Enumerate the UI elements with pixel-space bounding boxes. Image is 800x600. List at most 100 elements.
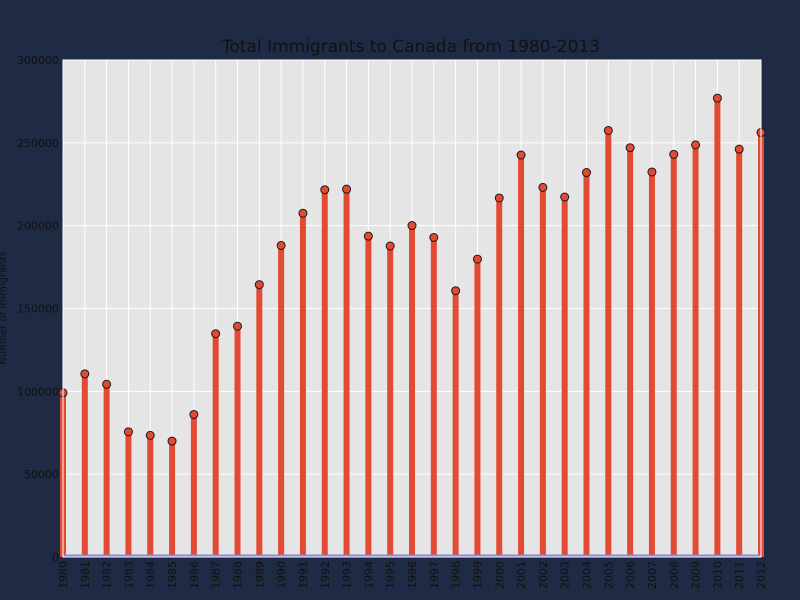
bar-2005 [605,130,612,558]
x-tick-label: 2008 [668,561,681,589]
x-tick-label: 2009 [690,561,703,589]
bar-1994 [365,236,372,557]
x-tick-label: 1997 [428,561,441,589]
bar-2009 [692,144,699,558]
x-tick-label: 1982 [101,561,114,589]
marker-1996 [407,221,417,231]
bar-1984 [147,435,154,557]
bar-1997 [430,237,437,557]
x-tick-label: 1999 [471,561,484,589]
marker-1985 [167,436,177,446]
bar-1987 [212,333,219,557]
bar-2004 [583,172,590,558]
marker-2010 [712,93,722,103]
marker-1994 [363,231,373,241]
x-tick-label: 1981 [79,561,92,589]
x-tick-label: 1994 [362,561,375,589]
marker-1993 [342,184,352,194]
bar-1998 [452,290,459,557]
x-tick-label: 1988 [232,561,245,589]
bar-2000 [496,197,503,557]
x-tick-label: 1990 [275,561,288,589]
x-tick-label: 2002 [537,561,550,589]
bar-1992 [321,189,328,557]
bar-2002 [539,187,546,557]
x-tick-label: 1996 [406,561,419,589]
chart-title: Total Immigrants to Canada from 1980-201… [221,37,600,57]
marker-1995 [385,241,395,251]
marker-1999 [472,254,482,264]
x-tick-label: 1993 [341,561,354,589]
marker-1982 [102,379,112,389]
marker-2007 [647,167,657,177]
bar-1989 [256,284,263,557]
x-tick-label: 2004 [581,561,594,589]
bar-1986 [190,414,197,557]
x-tick-label: 1991 [297,561,310,589]
marker-2008 [669,149,679,159]
marker-2004 [582,168,591,178]
bar-1983 [125,431,132,557]
y-tick-label: 200000 [17,220,59,233]
y-tick-label: 150000 [17,303,59,316]
bar-1993 [343,189,350,557]
y-tick-label: 250000 [17,137,59,150]
x-tick-label: 1985 [166,561,179,589]
bar-1985 [169,441,176,557]
bar-1991 [299,213,306,558]
plot-border [62,59,762,558]
bar-1999 [474,259,481,557]
x-tick-label: 1980 [57,561,70,589]
marker-2002 [538,182,548,192]
marker-1988 [233,321,242,331]
y-tick-labels: 0 50000 100000 150000 200000 250000 300000 [17,54,59,564]
x-tick-label: 2011 [733,561,746,589]
marker-1983 [123,427,133,437]
y-tick-label: 0 [52,551,59,564]
marker-2006 [625,143,635,153]
marker-1992 [320,185,330,195]
bar-1990 [278,245,285,557]
markers [58,93,766,446]
marker-1990 [276,240,286,250]
marker-1991 [298,208,308,218]
x-tick-labels: 1980 1981 1982 1983 1984 1985 1986 1987 1988 1989… [57,561,768,589]
marker-1989 [254,280,264,290]
marker-1987 [211,329,221,339]
bar-1988 [234,326,241,557]
y-axis-label: Number of Immigrants [0,251,9,364]
x-tick-label: 1998 [450,561,463,589]
marker-1981 [80,369,90,379]
x-tick-label: 2012 [755,561,768,589]
x-tick-label: 1983 [122,561,135,589]
y-tick-label: 300000 [17,54,59,67]
marker-2009 [691,140,701,150]
y-tick-label: 50000 [24,468,59,481]
marker-2011 [734,144,744,154]
bar-2010 [714,98,721,558]
y-tick-label: 100000 [17,385,59,398]
x-tick-label: 2005 [602,561,615,589]
bar-2006 [627,147,634,557]
x-tick-label: 2001 [515,561,528,589]
x-tick-label: 1995 [384,561,397,589]
x-tick-label: 1984 [144,561,157,589]
x-tick-label: 2006 [624,561,637,589]
x-tick-label: 1986 [188,561,201,589]
x-tick-label: 2007 [646,561,659,589]
bar-2011 [736,149,743,557]
marker-1986 [189,409,199,419]
marker-2005 [603,125,613,135]
x-tick-label: 1987 [210,561,223,589]
x-tick-label: 2000 [493,561,506,589]
bar-2007 [648,171,655,558]
x-tick-label: 2003 [559,561,572,589]
x-tick-label: 2010 [711,561,724,589]
marker-1998 [451,286,461,296]
marker-1997 [429,232,439,242]
bars [60,98,764,558]
x-tick-label: 1992 [319,561,332,589]
bar-2001 [518,155,525,557]
bar-1981 [81,373,88,557]
